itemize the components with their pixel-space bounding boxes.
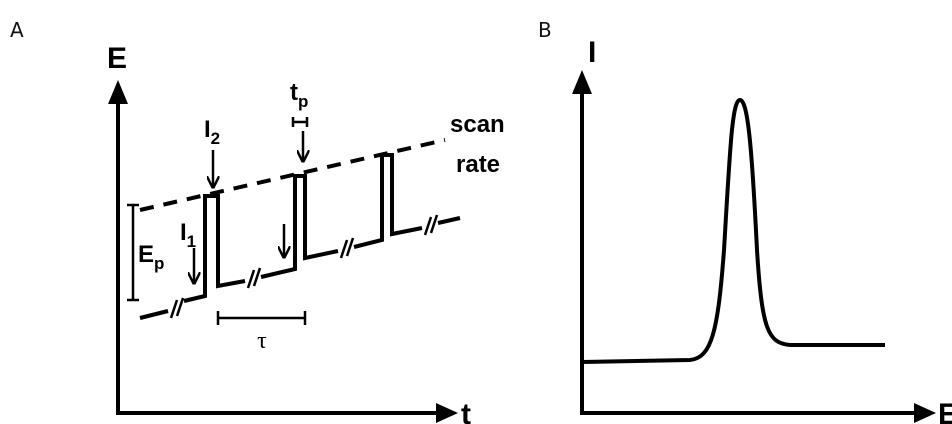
peak-curve <box>581 97 885 364</box>
x-axis-label: t <box>461 398 471 424</box>
axes-a <box>108 80 458 423</box>
y-axis-label: E <box>107 42 127 75</box>
annotation: τ <box>257 328 267 354</box>
tau-bracket <box>216 311 307 325</box>
annotation: Ep <box>138 241 164 273</box>
x-axis-label: E <box>938 398 952 424</box>
scan-rate-line <box>139 138 446 212</box>
ep-bracket <box>127 203 139 302</box>
annotation: I2 <box>204 116 220 148</box>
annotation: tp <box>290 79 308 111</box>
annotation: scan <box>450 111 505 138</box>
annotation: I1 <box>180 219 196 251</box>
panel-label: A <box>10 18 24 42</box>
annotation: rate <box>456 151 500 178</box>
y-axis-label: I <box>588 36 596 69</box>
tp-marker <box>291 117 309 127</box>
axes-b <box>572 70 936 423</box>
panel-label: B <box>538 18 552 42</box>
